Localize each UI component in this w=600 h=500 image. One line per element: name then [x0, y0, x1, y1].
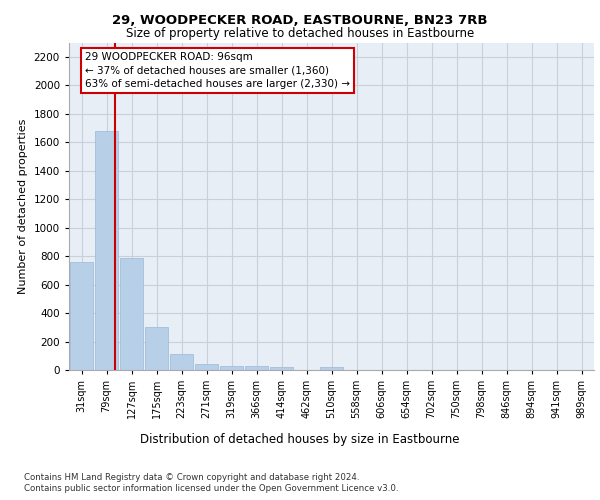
- Bar: [120, 258, 143, 370]
- Bar: [95, 131, 118, 370]
- Bar: [270, 367, 293, 370]
- Text: 29, WOODPECKER ROAD, EASTBOURNE, BN23 7RB: 29, WOODPECKER ROAD, EASTBOURNE, BN23 7R…: [112, 14, 488, 27]
- Bar: [170, 354, 193, 370]
- Text: Contains HM Land Registry data © Crown copyright and database right 2024.: Contains HM Land Registry data © Crown c…: [24, 472, 359, 482]
- Text: Distribution of detached houses by size in Eastbourne: Distribution of detached houses by size …: [140, 432, 460, 446]
- Text: Size of property relative to detached houses in Eastbourne: Size of property relative to detached ho…: [126, 28, 474, 40]
- Bar: [245, 366, 268, 370]
- Bar: [70, 262, 93, 370]
- Y-axis label: Number of detached properties: Number of detached properties: [18, 118, 28, 294]
- Text: 29 WOODPECKER ROAD: 96sqm
← 37% of detached houses are smaller (1,360)
63% of se: 29 WOODPECKER ROAD: 96sqm ← 37% of detac…: [85, 52, 350, 88]
- Bar: [195, 364, 218, 370]
- Text: Contains public sector information licensed under the Open Government Licence v3: Contains public sector information licen…: [24, 484, 398, 493]
- Bar: [220, 366, 243, 370]
- Bar: [145, 328, 168, 370]
- Bar: [320, 367, 343, 370]
